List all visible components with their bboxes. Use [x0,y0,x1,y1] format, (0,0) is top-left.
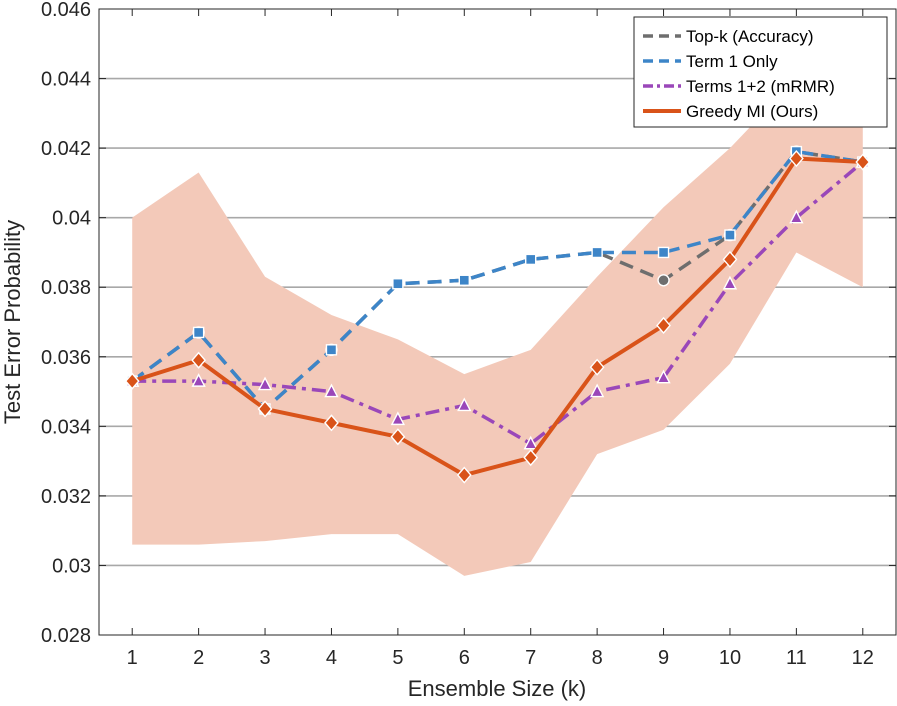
data-point [525,253,537,266]
data-point [657,246,670,259]
legend-label-term1: Term 1 Only [686,52,778,71]
data-point [855,153,871,171]
x-tick-label: 4 [326,647,337,669]
legend: Top-k (Accuracy) Term 1 Only Terms 1+2 (… [633,16,888,128]
plot-area-frame [98,8,897,636]
x-tick-label: 12 [852,647,874,669]
error-band [132,61,863,576]
legend-label-greedy: Greedy MI (Ours) [686,102,818,121]
data-point [523,449,539,467]
data-point [722,275,738,290]
data-point [191,373,206,387]
x-tick-label: 6 [459,647,470,669]
y-tick-label: 0.04 [52,208,91,230]
x-tick-label: 5 [392,647,403,669]
data-point [591,246,603,259]
y-tick-label: 0.03 [52,555,91,577]
data-point [589,358,605,376]
y-tick-label: 0.042 [41,138,91,160]
series-line [132,160,864,446]
x-tick-label: 3 [259,647,270,669]
x-tick-label: 11 [786,647,807,669]
data-point [191,351,207,369]
data-point [523,435,538,450]
data-point [656,316,671,335]
data-point [390,411,406,426]
data-point [456,466,472,484]
y-axis-ticks: 0.028 0.03 0.032 0.034 0.036 0.038 0.04 0.042 0.… [41,0,896,647]
y-axis-label: Test Error Probability [0,220,25,424]
x-tick-label: 10 [719,647,741,669]
data-point [457,397,472,412]
data-point [257,400,273,418]
legend-label-top-k: Top-k (Accuracy) [686,27,814,46]
y-tick-label: 0.044 [41,69,91,91]
data-point [589,383,605,398]
data-point [325,344,338,356]
x-tick-label: 8 [592,647,603,669]
data-point [392,278,404,290]
x-tick-label: 2 [193,647,204,669]
x-axis-ticks: 1 2 3 4 5 6 7 8 9 10 11 12 [127,9,874,669]
data-point [257,376,273,391]
x-axis-label: Ensemble Size (k) [408,676,587,701]
y-tick-label: 0.038 [41,277,91,299]
legend-label-terms12: Terms 1+2 (mRMR) [686,77,835,96]
x-tick-label: 1 [127,647,138,669]
data-point [656,369,671,384]
data-point [324,414,339,432]
x-tick-label: 9 [658,647,669,669]
data-point [789,209,804,224]
data-point [390,428,406,446]
data-point [788,149,804,168]
data-point [724,229,736,241]
series-3 [124,149,871,484]
y-tick-label: 0.028 [41,625,91,647]
series-line [131,149,864,411]
series-lines [124,145,871,484]
confidence-band [132,61,863,576]
data-point [657,274,670,287]
data-point [458,274,470,286]
data-point [324,383,339,398]
y-tick-label: 0.034 [41,416,91,438]
y-tick-label: 0.046 [41,0,91,21]
data-point [192,326,205,339]
y-tick-label: 0.032 [41,486,91,508]
data-point [722,250,738,268]
x-tick-label: 7 [525,647,536,669]
series-line [131,156,863,478]
y-tick-label: 0.036 [41,347,91,369]
data-point [124,372,140,390]
